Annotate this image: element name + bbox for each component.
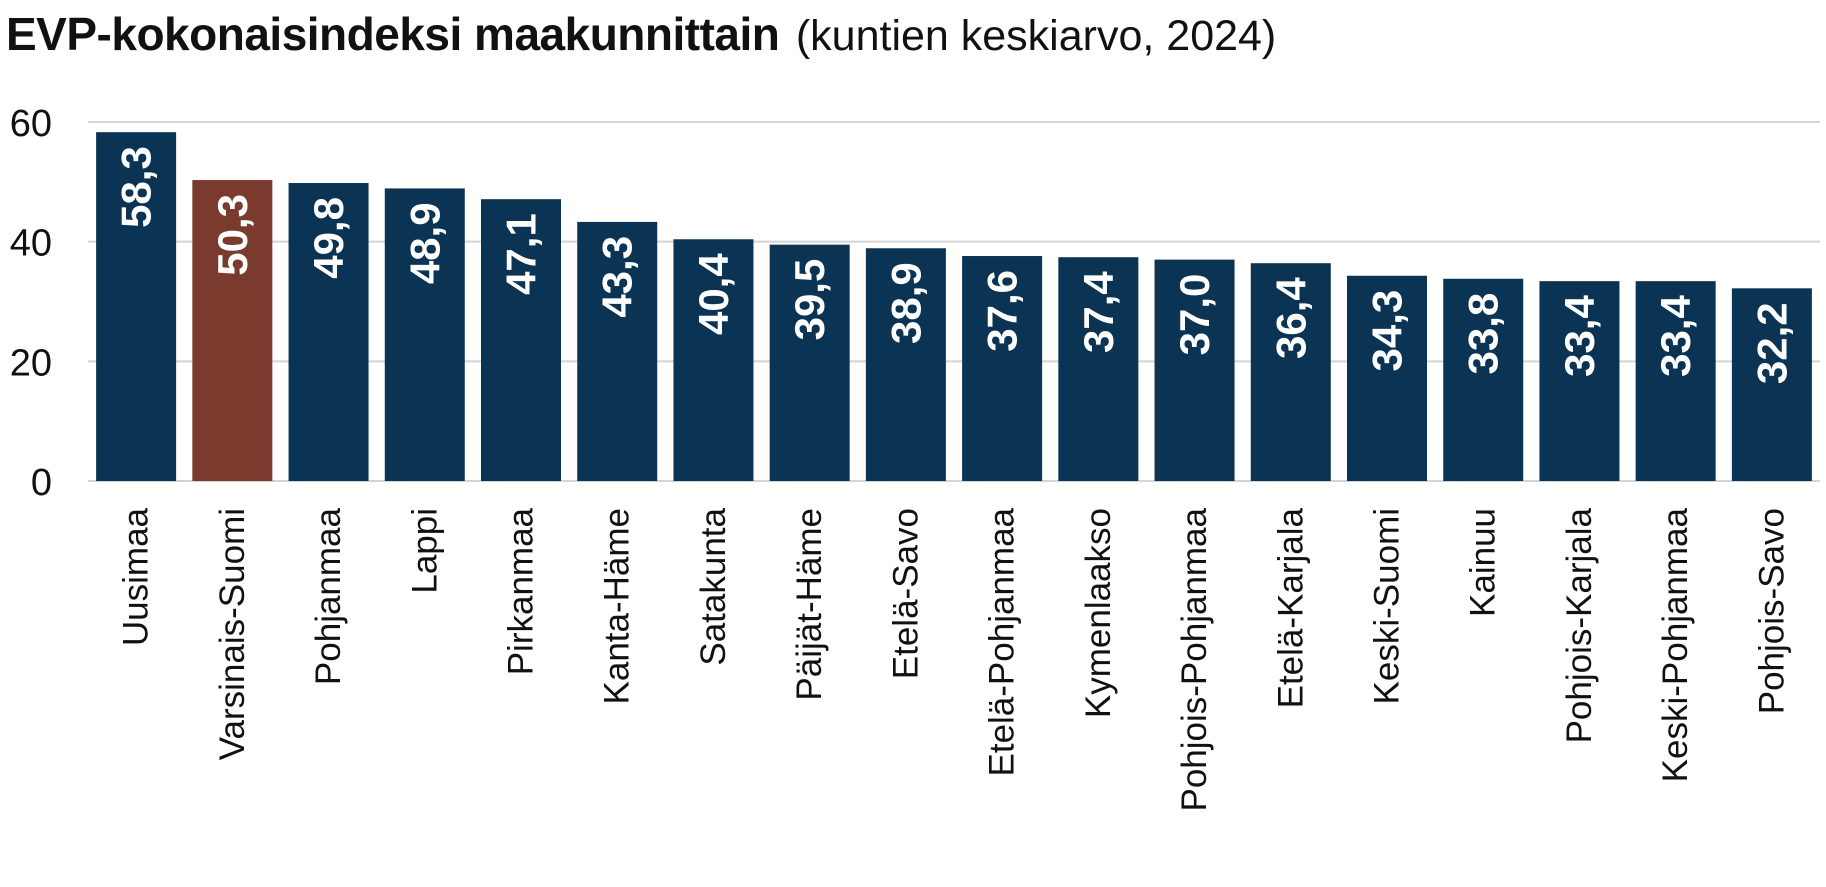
bar-value-label: 33,4 bbox=[1556, 295, 1603, 377]
bar-value-label: 43,3 bbox=[594, 236, 641, 318]
bar-value-label: 50,3 bbox=[209, 194, 256, 276]
x-category-label: Pohjois-Savo bbox=[1752, 508, 1791, 714]
chart-title: EVP-kokonaisindeksi maakunnittain bbox=[6, 8, 780, 60]
bar-value-label: 49,8 bbox=[305, 197, 352, 279]
gridlines bbox=[88, 121, 1820, 482]
x-category-label: Varsinais-Suomi bbox=[213, 508, 252, 760]
bar-value-label: 33,4 bbox=[1652, 295, 1699, 377]
bar bbox=[481, 199, 561, 481]
bar bbox=[673, 239, 754, 481]
bar bbox=[1731, 288, 1812, 481]
y-axis-ticks: 0 20 40 60 bbox=[10, 103, 52, 504]
x-axis-category-labels: Uusimaa Varsinais-Suomi Pohjanmaa Lappi Pirk… bbox=[117, 507, 1792, 811]
bar bbox=[1058, 257, 1139, 481]
bar bbox=[865, 248, 946, 481]
bar-value-label: 48,9 bbox=[401, 202, 448, 284]
bar-value-label: 58,3 bbox=[113, 146, 160, 228]
bar bbox=[1154, 259, 1235, 481]
bar-value-label: 37,4 bbox=[1075, 271, 1122, 353]
bar bbox=[1250, 263, 1331, 481]
bar-value-label: 36,4 bbox=[1267, 277, 1314, 359]
bar-value-label: 34,3 bbox=[1364, 290, 1411, 372]
bar-value-label: 40,4 bbox=[690, 253, 737, 335]
x-category-label: Pohjois-Pohjanmaa bbox=[1175, 507, 1214, 811]
x-category-label: Satakunta bbox=[694, 507, 733, 665]
x-category-label: Päijät-Häme bbox=[790, 508, 829, 701]
bars bbox=[96, 132, 1812, 482]
x-category-label: Keski-Pohjanmaa bbox=[1656, 507, 1695, 782]
x-category-label: Keski-Suomi bbox=[1368, 508, 1407, 704]
bar bbox=[577, 221, 658, 481]
x-category-label: Pohjanmaa bbox=[309, 507, 348, 685]
x-category-label: Kymenlaakso bbox=[1079, 508, 1118, 718]
bar-value-label: 39,5 bbox=[786, 259, 833, 341]
x-category-label: Uusimaa bbox=[117, 507, 156, 646]
bar-value-label: 37,6 bbox=[979, 270, 1026, 352]
bar bbox=[288, 183, 369, 481]
y-tick-label: 40 bbox=[10, 223, 52, 265]
chart-title-row: EVP-kokonaisindeksi maakunnittain (kunti… bbox=[6, 4, 1276, 76]
x-category-label: Lappi bbox=[405, 508, 444, 594]
bar bbox=[96, 132, 177, 481]
bar bbox=[384, 188, 465, 482]
x-category-label: Kainuu bbox=[1464, 508, 1503, 617]
y-tick-label: 20 bbox=[10, 342, 52, 384]
y-tick-label: 60 bbox=[10, 103, 52, 145]
bar-value-labels: 58,3 50,3 49,8 48,9 47,1 43,3 40,4 39,5 38,9 37,6… bbox=[113, 146, 1796, 384]
bar bbox=[962, 256, 1043, 481]
x-category-label: Etelä-Savo bbox=[886, 508, 925, 679]
bar bbox=[192, 180, 273, 481]
x-category-label: Etelä-Pohjanmaa bbox=[983, 507, 1022, 776]
x-category-label: Kanta-Häme bbox=[598, 508, 637, 704]
x-category-label: Pirkanmaa bbox=[502, 507, 541, 675]
bar-value-label: 33,8 bbox=[1460, 293, 1507, 375]
bar bbox=[1347, 275, 1427, 481]
bar-value-label: 37,0 bbox=[1171, 274, 1218, 356]
chart-subtitle: (kuntien keskiarvo, 2024) bbox=[795, 12, 1277, 60]
bar-value-label: 32,2 bbox=[1748, 302, 1795, 384]
bar bbox=[769, 244, 850, 481]
bar bbox=[1635, 281, 1716, 481]
x-category-label: Pohjois-Karjala bbox=[1560, 507, 1599, 743]
bar-value-label: 38,9 bbox=[882, 262, 929, 344]
bar bbox=[1539, 281, 1620, 481]
y-tick-label: 0 bbox=[31, 462, 52, 504]
bar-value-label: 47,1 bbox=[498, 213, 545, 295]
x-category-label: Etelä-Karjala bbox=[1271, 507, 1310, 708]
bar bbox=[1443, 278, 1524, 481]
